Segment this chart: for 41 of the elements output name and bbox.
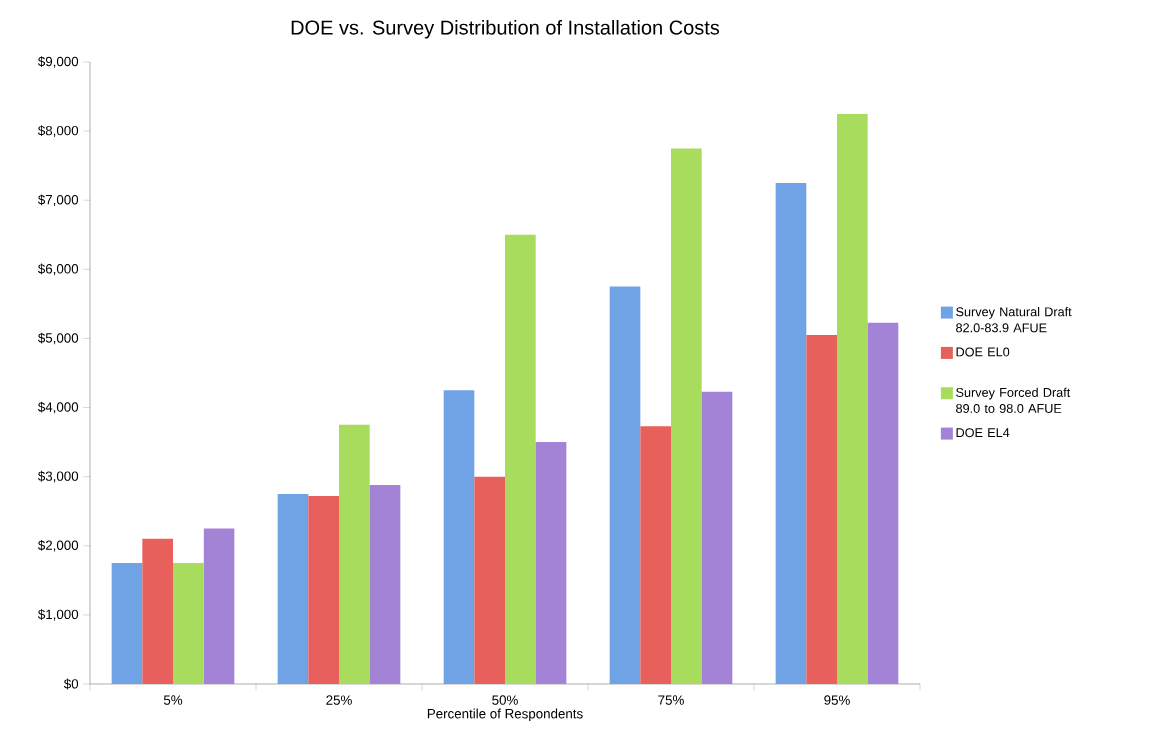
bar — [142, 538, 174, 684]
legend-label: DOE EL4 — [956, 428, 1010, 438]
x-tick-label: 50% — [492, 695, 518, 705]
bar — [806, 334, 837, 684]
bar — [369, 484, 401, 684]
legend-label: Survey Natural Draft 82.0-83.9 AFUE — [956, 306, 1072, 333]
y-tick-label: $6,000 — [38, 263, 79, 276]
bar — [609, 286, 641, 684]
x-tick-label: 5% — [163, 695, 183, 705]
bar — [308, 496, 339, 684]
bar — [701, 391, 733, 684]
legend-label: Survey Forced Draft 89.0 to 98.0 AFUE — [956, 387, 1071, 413]
bar — [277, 493, 309, 684]
bar — [173, 563, 204, 684]
bar — [535, 442, 567, 684]
bar — [867, 322, 899, 684]
bar — [474, 476, 506, 684]
y-tick-label: $9,000 — [38, 56, 79, 68]
bar — [339, 424, 370, 684]
y-tick-label: $7,000 — [38, 194, 79, 207]
bar — [203, 528, 235, 684]
bar — [443, 390, 475, 684]
bar — [775, 182, 807, 684]
y-tick-label: $4,000 — [38, 401, 79, 414]
y-tick-label: $5,000 — [38, 332, 79, 345]
x-tick-label: 95% — [824, 695, 850, 705]
bar — [505, 234, 536, 684]
y-tick-label: $2,000 — [38, 539, 79, 552]
x-tick-label: 25% — [326, 695, 352, 705]
x-axis-title: Percentile of Respondents — [427, 708, 583, 722]
y-tick-label: $8,000 — [38, 125, 79, 137]
bar — [837, 113, 868, 684]
y-tick-label: $0 — [63, 678, 79, 690]
x-tick-label: 75% — [658, 695, 684, 705]
y-tick-label: $3,000 — [38, 470, 79, 483]
legend-label: DOE EL0 — [956, 347, 1010, 357]
chart-title: DOE vs. Survey Distribution of Installation Costs — [291, 19, 720, 39]
bar — [111, 563, 143, 684]
y-tick-label: $1,000 — [38, 609, 79, 621]
bar — [640, 426, 671, 684]
bar — [671, 148, 702, 684]
